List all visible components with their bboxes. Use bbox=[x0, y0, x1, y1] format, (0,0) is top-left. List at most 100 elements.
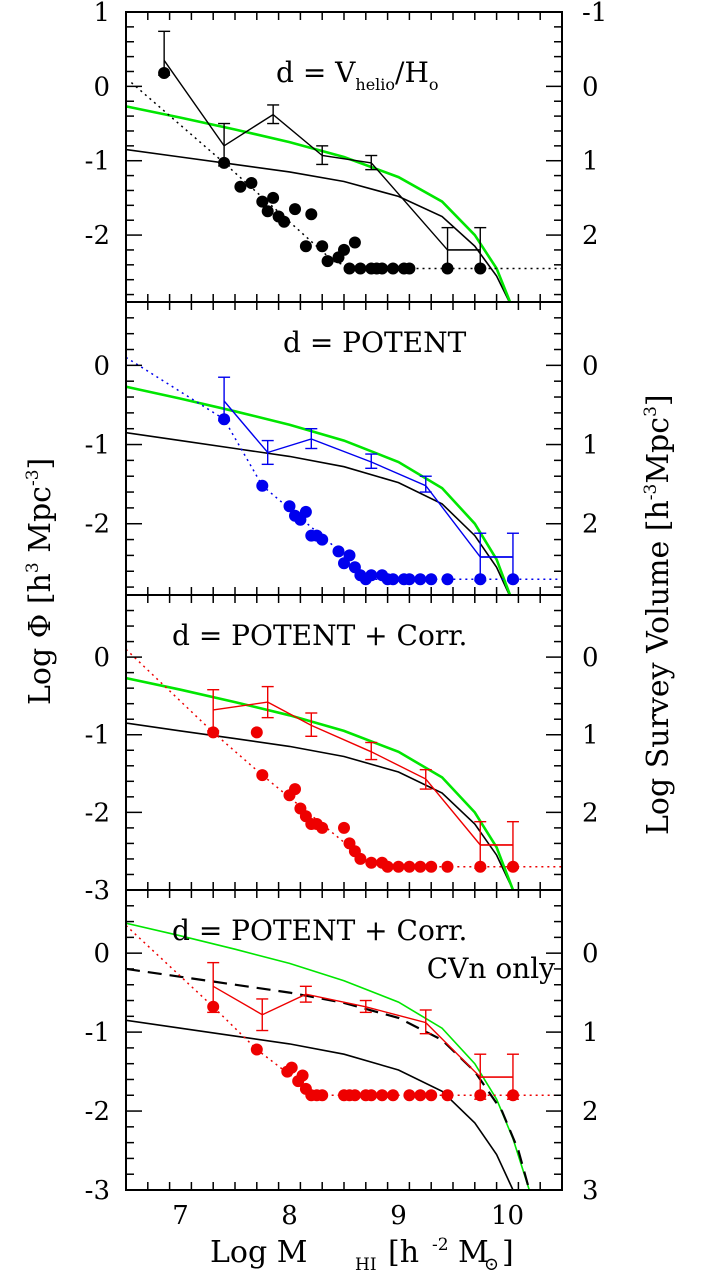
annotation-text: d = POTENT + Corr. bbox=[172, 619, 467, 652]
y-tick-label-left: -2 bbox=[85, 221, 110, 251]
survey-volume-point bbox=[289, 783, 301, 796]
y-tick-label-right: 1 bbox=[582, 721, 599, 751]
survey-volume-point bbox=[381, 860, 394, 873]
survey-volume-point bbox=[425, 860, 438, 873]
survey-volume-point bbox=[316, 821, 329, 834]
survey-volume-point bbox=[316, 240, 329, 253]
panel-p1: 1 0 -1 -2 -1 0 1 2 d = Vhelio/Ho bbox=[85, 0, 607, 303]
survey-volume-point bbox=[305, 208, 318, 221]
survey-volume-point bbox=[376, 262, 389, 275]
y-tick-label-left: -1 bbox=[85, 721, 110, 751]
x-tick-label: 9 bbox=[390, 1201, 407, 1231]
survey-volume-point bbox=[348, 1089, 361, 1102]
survey-volume-point bbox=[403, 573, 416, 586]
panel-annotation: d = Vhelio/Ho bbox=[276, 56, 439, 94]
y-tick-label-right: 0 bbox=[582, 351, 599, 381]
x-axis-label-unit-sun: ⊙ bbox=[484, 1254, 499, 1275]
survey-volume-dotted-line bbox=[126, 356, 562, 580]
survey-volume-point bbox=[338, 821, 350, 834]
y-tick-label-right: 0 bbox=[582, 72, 599, 102]
survey-volume-point bbox=[316, 1089, 329, 1102]
survey-volume-point bbox=[296, 1069, 309, 1082]
annotation-subscript: helio bbox=[355, 75, 395, 94]
annotation-text: d = POTENT bbox=[283, 326, 467, 359]
y-left-label-main: Log Φ [h3 Mpc-3] bbox=[23, 458, 58, 705]
schechter-fit-black-line bbox=[126, 1019, 514, 1190]
survey-volume-point bbox=[425, 1089, 438, 1102]
survey-volume-dotted-line bbox=[130, 82, 562, 270]
y-tick-label-left: -3 bbox=[85, 876, 110, 906]
survey-volume-point bbox=[365, 1089, 378, 1102]
survey-volume-point bbox=[245, 177, 258, 189]
panel-plot-area bbox=[126, 648, 562, 890]
survey-volume-point bbox=[283, 500, 296, 513]
panel-plot-area bbox=[126, 356, 562, 595]
y-tick-label-left: -1 bbox=[85, 147, 110, 177]
y-tick-label-right: 1 bbox=[582, 1018, 599, 1048]
y-tick-label-right: 2 bbox=[582, 221, 599, 251]
y-tick-label-right: 0 bbox=[582, 643, 599, 673]
annotation-text: d = V bbox=[276, 56, 356, 89]
y-tick-label-right: 0 bbox=[582, 939, 599, 969]
survey-volume-point bbox=[387, 262, 399, 275]
y-tick-label-left: -3 bbox=[85, 1176, 110, 1206]
survey-volume-point bbox=[207, 726, 220, 739]
dashed-fit-line bbox=[126, 967, 531, 1190]
annotation-text-tail: /H bbox=[395, 56, 429, 89]
annotation-subscript-2: o bbox=[429, 75, 439, 94]
schechter-fit-green-line bbox=[126, 385, 512, 595]
survey-volume-point bbox=[354, 262, 367, 275]
y-tick-label-left: -2 bbox=[85, 798, 110, 828]
survey-volume-point bbox=[299, 505, 312, 518]
x-axis-label-unit-exp: -2 bbox=[432, 1235, 449, 1255]
survey-volume-point bbox=[256, 479, 269, 492]
survey-volume-point bbox=[414, 1089, 427, 1102]
y-tick-label-right: 2 bbox=[582, 798, 599, 828]
panel-plot-area bbox=[126, 30, 562, 302]
panel-p3: 0 -1 -2 -3 0 1 2 d = POTENT + Corr. bbox=[85, 594, 599, 906]
survey-volume-dotted-line bbox=[126, 924, 562, 1097]
survey-volume-point bbox=[289, 203, 301, 216]
survey-volume-point bbox=[321, 255, 334, 268]
survey-volume-point bbox=[414, 860, 427, 873]
y-tick-label-left: -1 bbox=[85, 431, 110, 461]
survey-volume-point bbox=[332, 545, 345, 558]
survey-volume-point bbox=[392, 860, 405, 873]
y-tick-label-right: 1 bbox=[582, 431, 599, 461]
y-tick-label-right: 1 bbox=[582, 147, 599, 177]
panel-annotation: d = POTENT + Corr. bbox=[172, 914, 467, 947]
survey-volume-point bbox=[256, 195, 269, 208]
survey-volume-point bbox=[441, 860, 454, 873]
x-axis-label: Log M HI [h -2 M ⊙ ] bbox=[210, 1235, 514, 1275]
x-axis-label-sub: HI bbox=[355, 1255, 377, 1275]
x-tick-label: 7 bbox=[172, 1201, 189, 1231]
survey-volume-point bbox=[338, 243, 350, 256]
survey-volume-point bbox=[267, 191, 280, 204]
survey-volume-point bbox=[387, 1089, 399, 1102]
x-axis: 7 8 9 10 bbox=[172, 1201, 524, 1231]
y-tick-label-right: 3 bbox=[582, 1176, 599, 1206]
survey-volume-point bbox=[234, 180, 247, 193]
schechter-fit-green-line bbox=[126, 105, 512, 302]
survey-volume-point bbox=[403, 262, 416, 275]
survey-volume-point bbox=[343, 262, 356, 275]
y-axis-right-label: Log Survey Volume [h-3Mpc3] bbox=[641, 394, 676, 835]
survey-volume-point bbox=[285, 1061, 298, 1074]
survey-volume-point bbox=[250, 1043, 263, 1056]
y-tick-label-left: 0 bbox=[93, 72, 110, 102]
y-tick-label-left: -1 bbox=[85, 1018, 110, 1048]
survey-volume-point bbox=[250, 726, 263, 739]
x-axis-label-main: Log M bbox=[210, 1235, 307, 1270]
survey-volume-point bbox=[425, 573, 438, 586]
survey-volume-point bbox=[414, 573, 427, 586]
y-tick-label-left: -2 bbox=[85, 510, 110, 540]
x-axis-label-unit-close: ] bbox=[502, 1235, 514, 1270]
survey-volume-point bbox=[403, 860, 416, 873]
panel-p4: 0 -1 -2 -3 0 1 2 3 d = POTENT + Corr. CVn only bbox=[85, 889, 599, 1206]
survey-volume-point bbox=[376, 1089, 389, 1102]
y-tick-label-left: 0 bbox=[93, 351, 110, 381]
x-axis-label-unit-open: [h bbox=[388, 1235, 419, 1270]
mass-function-line bbox=[223, 400, 513, 558]
panel-annotation: d = POTENT + Corr. bbox=[172, 619, 467, 652]
